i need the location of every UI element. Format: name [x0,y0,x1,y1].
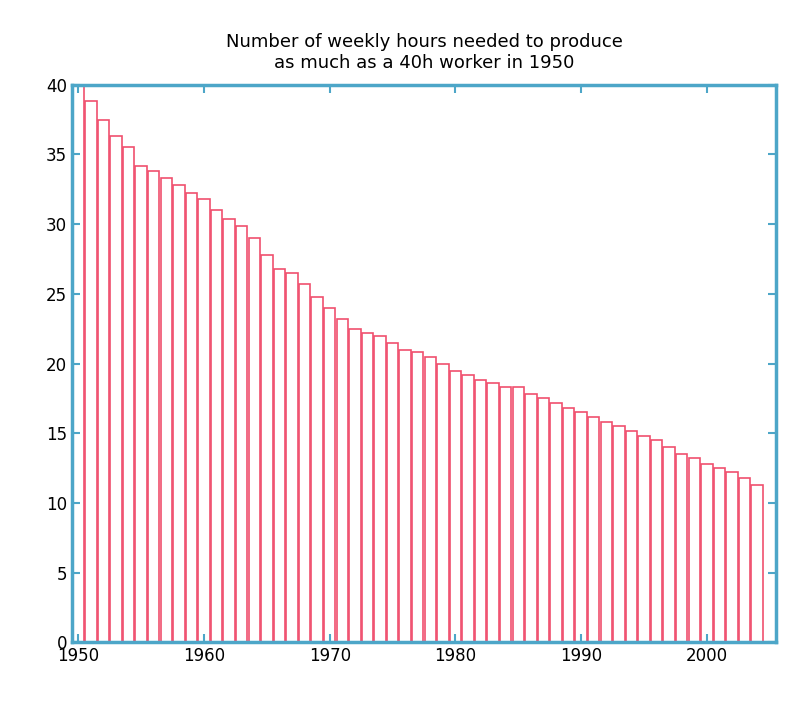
Bar [513,388,524,642]
Bar [262,255,273,642]
Bar [663,448,675,642]
Bar [739,478,750,642]
Bar [186,193,197,642]
Bar [601,422,612,642]
Bar [249,238,260,642]
Bar [286,273,298,642]
Bar [425,357,436,642]
Bar [563,408,574,642]
Bar [211,210,222,642]
Bar [236,225,247,642]
Bar [588,417,599,642]
Bar [526,394,537,642]
Bar [702,464,713,642]
Bar [110,136,122,642]
Bar [86,102,97,642]
Bar [689,458,700,642]
Bar [73,85,84,642]
Bar [123,148,134,642]
Bar [387,342,398,642]
Bar [148,171,159,642]
Bar [626,431,637,642]
Bar [575,412,587,642]
Bar [98,119,109,642]
Title: Number of weekly hours needed to produce
as much as a 40h worker in 1950: Number of weekly hours needed to produce… [226,33,622,72]
Bar [374,336,386,642]
Bar [475,381,486,642]
Bar [538,398,549,642]
Bar [676,454,687,642]
Bar [638,436,650,642]
Bar [324,308,335,642]
Bar [135,166,147,642]
Bar [651,441,662,642]
Bar [174,185,185,642]
Bar [462,375,474,642]
Bar [500,388,511,642]
Bar [274,269,285,642]
Bar [714,468,725,642]
Bar [726,472,738,642]
Bar [299,284,310,642]
Bar [337,319,348,642]
Bar [198,199,210,642]
Bar [311,297,323,642]
Bar [614,426,625,642]
Bar [223,219,235,642]
Bar [399,349,411,642]
Bar [362,333,373,642]
Bar [161,178,172,642]
Bar [550,402,562,642]
Bar [350,329,361,642]
Bar [412,352,423,642]
Bar [487,383,499,642]
Bar [751,485,763,642]
Bar [450,371,461,642]
Bar [438,364,449,642]
